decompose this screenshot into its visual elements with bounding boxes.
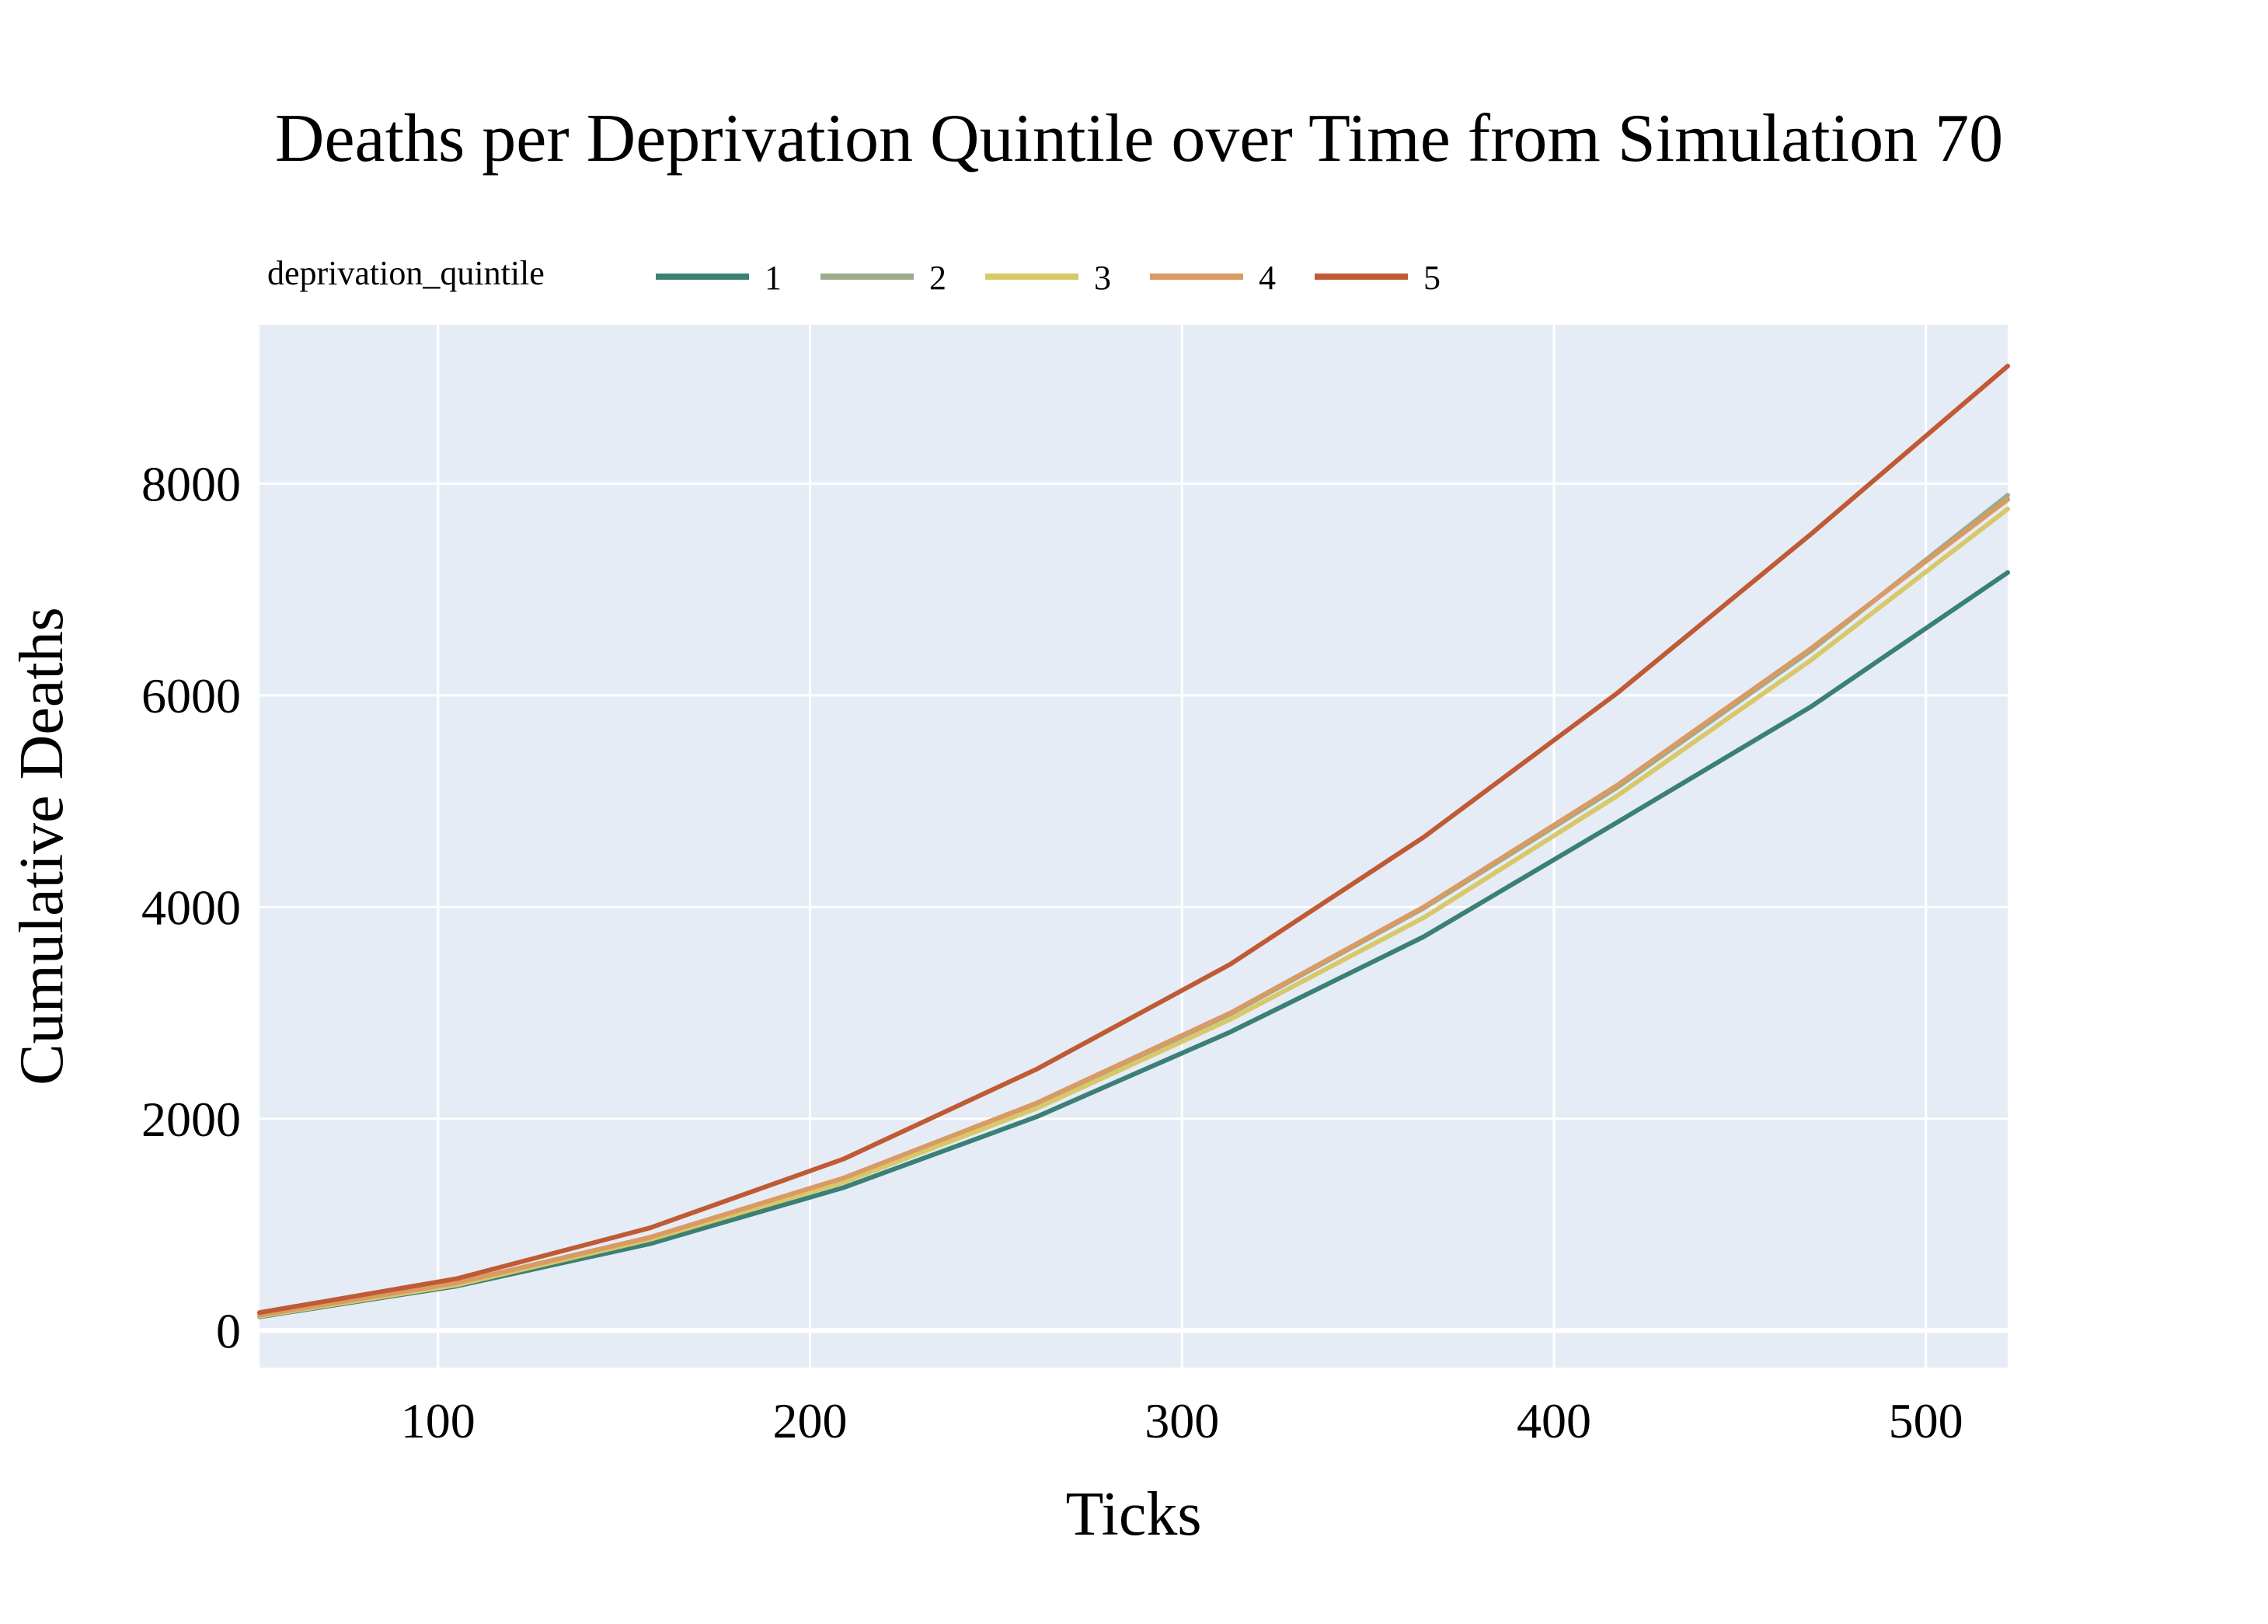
legend-item-5[interactable]: 5 <box>1315 259 1441 297</box>
y-gridlines <box>260 482 2008 1333</box>
x-tick-label: 500 <box>1889 1393 1963 1448</box>
x-axis-title: Ticks <box>1066 1480 1202 1549</box>
series-lines <box>257 364 2010 1319</box>
legend-item-2[interactable]: 2 <box>820 259 946 297</box>
y-tick-label: 0 <box>216 1303 241 1358</box>
x-axis-tick-labels: 100 200 300 400 500 <box>401 1393 1963 1448</box>
legend-label: 1 <box>765 259 782 297</box>
legend-label: 3 <box>1094 259 1111 297</box>
y-axis-title: Cumulative Deaths <box>8 607 76 1085</box>
legend-label: 5 <box>1423 259 1441 297</box>
legend-item-4[interactable]: 4 <box>1150 259 1276 297</box>
legend-label: 2 <box>929 259 946 297</box>
series-line-5 <box>257 364 2010 1316</box>
plot-area <box>260 325 2008 1368</box>
chart-title: Deaths per Deprivation Quintile over Tim… <box>275 101 2003 176</box>
y-tick-label: 2000 <box>141 1092 241 1147</box>
legend-item-3[interactable]: 3 <box>985 259 1111 297</box>
x-tick-label: 100 <box>401 1393 476 1448</box>
series-line-4 <box>257 497 2010 1318</box>
legend: deprivation_quintile 1 2 3 4 5 <box>267 254 1441 297</box>
y-tick-label: 4000 <box>141 880 241 935</box>
legend-item-1[interactable]: 1 <box>656 259 782 297</box>
series-line-1 <box>257 570 2010 1319</box>
y-tick-label: 8000 <box>141 456 241 511</box>
x-tick-label: 400 <box>1517 1393 1591 1448</box>
legend-label: 4 <box>1259 259 1276 297</box>
x-tick-label: 300 <box>1144 1393 1219 1448</box>
y-axis-tick-labels: 0 2000 4000 6000 8000 <box>141 456 241 1358</box>
y-tick-label: 6000 <box>141 668 241 723</box>
x-gridlines <box>437 325 1928 1368</box>
x-tick-label: 200 <box>773 1393 848 1448</box>
legend-title: deprivation_quintile <box>267 254 545 292</box>
